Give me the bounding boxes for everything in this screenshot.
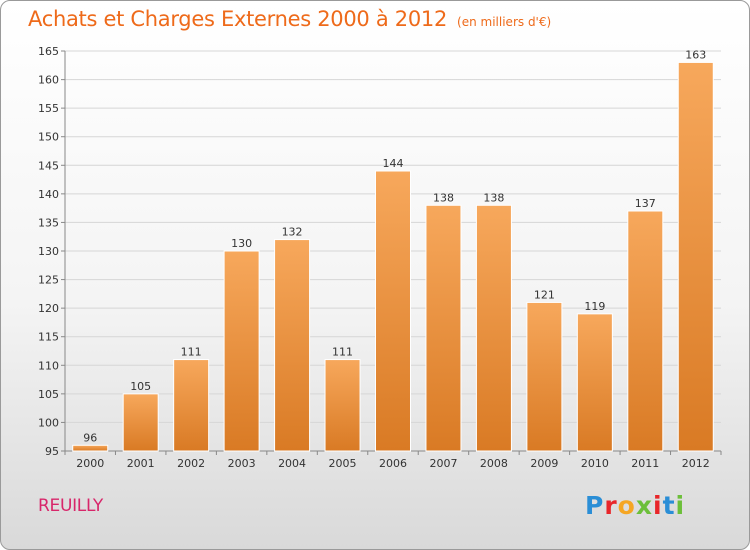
y-tick-label: 95: [45, 445, 59, 458]
data-label: 144: [383, 157, 404, 170]
x-tick-label: 2005: [329, 457, 357, 470]
bar-2006: [375, 170, 411, 452]
proxiti-logo[interactable]: Proxiti: [585, 491, 685, 520]
place-name: REUILLY: [38, 496, 103, 516]
y-tick-label: 150: [38, 131, 59, 144]
x-tick-label: 2004: [278, 457, 306, 470]
x-tick-label: 2000: [76, 457, 104, 470]
y-tick-label: 135: [38, 216, 59, 229]
data-label: 96: [83, 431, 97, 444]
y-tick-label: 130: [38, 245, 59, 258]
bar-2010: [576, 313, 613, 452]
bar-2002: [173, 359, 210, 452]
bar-chart: 95 100 105 110 115 120 125 130 135 140 145 150 155 16…: [38, 45, 722, 470]
y-tick-label: 110: [38, 359, 59, 372]
data-label: 138: [483, 191, 504, 204]
logo-letter: P: [585, 491, 605, 520]
bar-2012: [677, 61, 714, 452]
y-tick-label: 125: [38, 274, 59, 287]
logo-letter: i: [675, 491, 686, 520]
x-tick-label: 2007: [429, 457, 457, 470]
y-tick-label: 115: [38, 331, 59, 344]
data-label: 105: [130, 380, 151, 393]
x-tick-label: 2008: [480, 457, 508, 470]
data-label: 119: [584, 300, 605, 313]
data-label: 111: [181, 346, 202, 359]
data-label: 111: [332, 346, 353, 359]
logo-letter: r: [604, 491, 618, 520]
y-tick-label: 165: [38, 45, 59, 58]
bar-2008: [475, 204, 512, 452]
y-tick-label: 120: [38, 302, 59, 315]
bar-2000: [72, 444, 109, 452]
y-tick-label: 155: [38, 102, 59, 115]
data-label: 121: [534, 288, 555, 301]
x-tick-label: 2011: [631, 457, 659, 470]
x-tick-label: 2006: [379, 457, 407, 470]
bar-2011: [627, 210, 664, 452]
x-tick-label: 2002: [177, 457, 205, 470]
data-label: 163: [685, 48, 706, 61]
bar-2007: [425, 204, 462, 452]
x-tick-label: 2003: [228, 457, 256, 470]
bar-2001: [122, 393, 159, 452]
chart-title: Achats et Charges Externes 2000 à 2012 (e…: [28, 7, 551, 31]
data-label: 130: [231, 237, 252, 250]
y-tick-label: 105: [38, 388, 59, 401]
bar-2003: [223, 250, 260, 452]
bar-2005: [324, 359, 361, 452]
x-tick-label: 2010: [581, 457, 609, 470]
logo-letter: o: [617, 491, 636, 520]
chart-subtitle: (en milliers d'€): [457, 15, 552, 29]
data-label: 138: [433, 191, 454, 204]
labels: 95 100 105 110 115 120 125 130 135 140 145 150 155 16…: [38, 45, 710, 470]
bar-2004: [274, 239, 311, 452]
x-tick-label: 2001: [127, 457, 155, 470]
logo-letter: x: [635, 491, 653, 520]
bars: [72, 61, 714, 452]
y-tick-label: 100: [38, 416, 59, 429]
data-label: 132: [282, 226, 303, 239]
chart-title-text: Achats et Charges Externes 2000 à 2012: [28, 7, 448, 31]
y-tick-label: 160: [38, 74, 59, 87]
x-tick-label: 2009: [530, 457, 558, 470]
y-tick-label: 145: [38, 159, 59, 172]
bar-2009: [526, 301, 563, 452]
x-tick-label: 2012: [682, 457, 710, 470]
logo-letter: i: [653, 491, 663, 520]
logo-letter: t: [662, 491, 676, 520]
data-label: 137: [635, 197, 656, 210]
y-tick-label: 140: [38, 188, 59, 201]
